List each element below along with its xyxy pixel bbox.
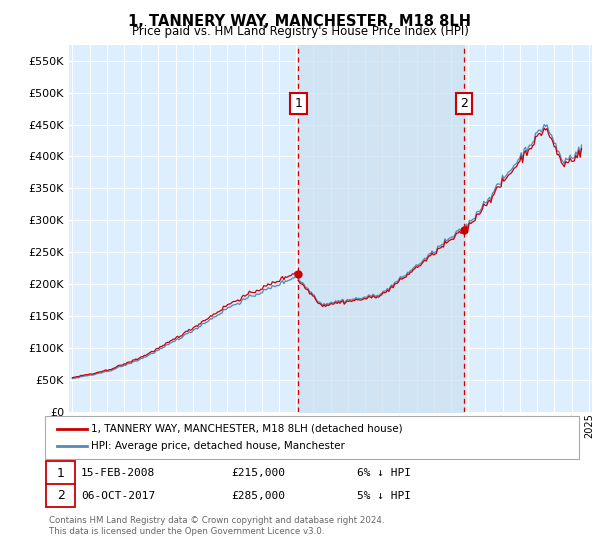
Text: £215,000: £215,000 [231, 468, 285, 478]
Text: 15-FEB-2008: 15-FEB-2008 [81, 468, 155, 478]
Text: 6% ↓ HPI: 6% ↓ HPI [357, 468, 411, 478]
Text: Price paid vs. HM Land Registry's House Price Index (HPI): Price paid vs. HM Land Registry's House … [131, 25, 469, 38]
Text: HPI: Average price, detached house, Manchester: HPI: Average price, detached house, Manc… [91, 441, 345, 451]
Text: 1, TANNERY WAY, MANCHESTER, M18 8LH (detached house): 1, TANNERY WAY, MANCHESTER, M18 8LH (det… [91, 424, 403, 434]
Text: 1: 1 [56, 466, 65, 480]
Text: 2: 2 [56, 489, 65, 502]
Text: 2: 2 [460, 97, 468, 110]
Text: 06-OCT-2017: 06-OCT-2017 [81, 491, 155, 501]
Text: 1: 1 [295, 97, 302, 110]
Text: £285,000: £285,000 [231, 491, 285, 501]
Text: 5% ↓ HPI: 5% ↓ HPI [357, 491, 411, 501]
Text: Contains HM Land Registry data © Crown copyright and database right 2024.
This d: Contains HM Land Registry data © Crown c… [49, 516, 385, 536]
Text: 1, TANNERY WAY, MANCHESTER, M18 8LH: 1, TANNERY WAY, MANCHESTER, M18 8LH [128, 14, 472, 29]
